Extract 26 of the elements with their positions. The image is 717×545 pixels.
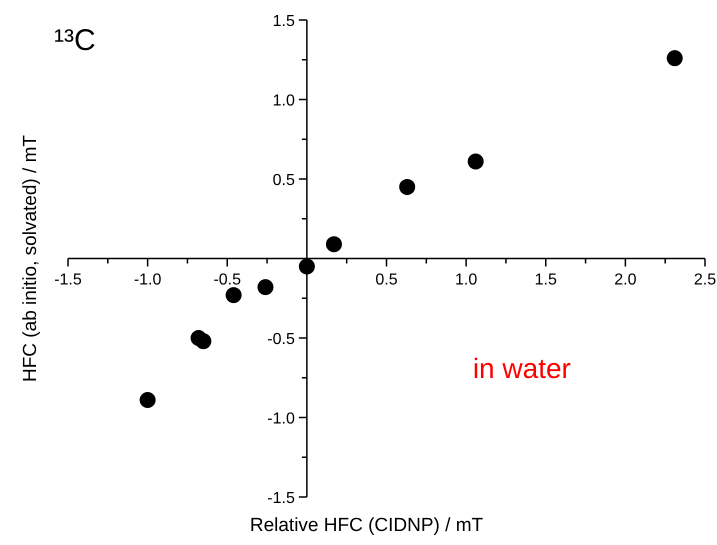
y-tick-label: 0.5: [272, 172, 295, 189]
point: [226, 287, 242, 304]
y-tick-label: -0.5: [267, 331, 295, 348]
x-tick-label: 1.0: [455, 272, 478, 288]
x-tick-label: 2.0: [614, 272, 637, 288]
x-tick-label: -0.5: [213, 272, 242, 288]
point: [399, 178, 416, 195]
point: [468, 154, 484, 170]
x-tick-label: 0.5: [375, 272, 398, 288]
point: [666, 50, 683, 66]
y-tick-label: 1.5: [272, 13, 295, 30]
x-tick-label: 1.5: [534, 272, 557, 288]
point: [326, 236, 342, 252]
annotation: in water: [472, 352, 571, 384]
x-axis-title: Relative HFC (CIDNP) / mT: [250, 515, 484, 536]
x-tick-label: -1.0: [134, 272, 162, 288]
point: [195, 333, 212, 350]
y-tick-label: -1.0: [267, 410, 295, 428]
y-tick-label: 1.0: [272, 92, 295, 110]
y-axis-title: HFC (ab initio, solvated) / mT: [20, 134, 41, 382]
point: [257, 279, 274, 296]
chart-title: ¹³C: [54, 24, 96, 57]
point: [140, 392, 156, 408]
y-tick-label: -1.5: [267, 490, 295, 507]
x-tick-label: 2.5: [694, 272, 716, 288]
x-tick-label: -1.5: [54, 272, 82, 288]
